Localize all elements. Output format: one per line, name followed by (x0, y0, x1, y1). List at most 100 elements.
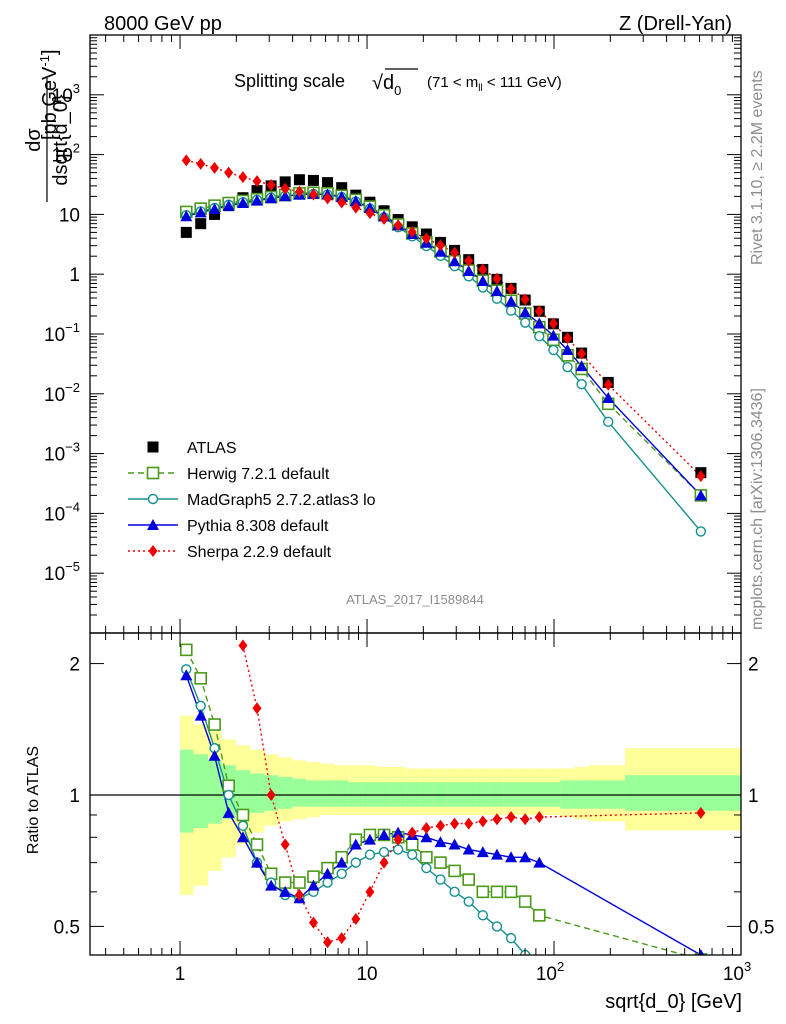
ratio-point-pythia-8-308-default (307, 879, 320, 891)
legend-label-sherpa-2-2-9-default: Sherpa 2.2.9 default (187, 544, 332, 561)
point-pythia-8-308-default (180, 210, 193, 222)
point-sherpa-2-2-9-default (563, 332, 573, 345)
point-madgraph5-2-7-2-atlas3-lo (562, 361, 573, 373)
ratio-point-sherpa-2-2-9-default (464, 817, 474, 830)
ratio-point-pythia-8-308-default (448, 838, 461, 850)
x-tick-label: 1 (175, 964, 186, 985)
point-pythia-8-308-default (434, 245, 447, 257)
stat-uncertainty-bin (207, 760, 222, 824)
stat-uncertainty-bin (250, 773, 265, 813)
x-tick-label: 103 (723, 959, 751, 985)
y-tick-label-main-base: 10 (44, 564, 65, 585)
ratio-y-axis-label: Ratio to ATLAS (25, 746, 42, 854)
point-sherpa-2-2-9-default (365, 207, 375, 220)
title-symbol-sub: 0 (394, 83, 401, 98)
point-pythia-8-308-default (694, 489, 707, 501)
plot-title: Splitting scale (234, 71, 345, 91)
point-pythia-8-308-default (222, 199, 235, 211)
point-atlas (293, 174, 305, 186)
ratio-point-madgraph5-2-7-2-atlas3-lo (463, 896, 474, 907)
y-tick-label-ratio-left: 0.5 (54, 917, 80, 938)
point-pythia-8-308-default (265, 192, 278, 204)
point-sherpa-2-2-9-default (196, 157, 206, 170)
stat-uncertainty-bin (306, 780, 321, 807)
ratio-point-sherpa-2-2-9-default (534, 811, 544, 824)
y-tick-label-main-exponent: −2 (65, 380, 80, 395)
ratio-point-herwig-7-2-1-default (194, 672, 208, 685)
title-symbol: √d0 (372, 72, 401, 98)
y-tick-label-main: 10 (59, 205, 80, 226)
ratio-series-markers (179, 639, 708, 955)
point-madgraph5-2-7-2-atlas3-lo (534, 330, 545, 342)
point-sherpa-2-2-9-default (421, 232, 431, 245)
y-tick-label-main-exponent: −4 (65, 499, 80, 514)
y-tick-label-main-base: 10 (52, 146, 73, 167)
stat-uncertainty-bin (180, 749, 194, 833)
y-tick-label-main-exponent: −1 (65, 320, 80, 335)
ratio-point-pythia-8-308-default (236, 831, 249, 843)
rivet-info: Rivet 3.1.10, ≥ 2.2M events (749, 70, 766, 265)
x-tick-label-base: 1 (175, 964, 186, 985)
point-pythia-8-308-default (251, 194, 264, 206)
ratio-point-pythia-8-308-default (462, 843, 475, 855)
point-pythia-8-308-default (490, 285, 503, 297)
ratio-point-pythia-8-308-default (208, 749, 221, 761)
ratio-point-madgraph5-2-7-2-atlas3-lo (449, 886, 460, 898)
title-text: Splitting scale (234, 71, 345, 91)
x-axis-label: sqrt{d_0} [GeV] (605, 991, 742, 1013)
ratio-point-herwig-7-2-1-default (420, 850, 433, 864)
point-atlas (251, 185, 263, 197)
point-pythia-8-308-default (448, 255, 461, 267)
point-atlas (322, 177, 334, 189)
point-pythia-8-308-default (208, 203, 221, 215)
ratio-point-sherpa-2-2-9-default (478, 815, 488, 828)
ratio-point-madgraph5-2-7-2-atlas3-lo (435, 874, 446, 885)
legend-label-atlas: ATLAS (187, 440, 237, 457)
point-pythia-8-308-default (279, 190, 292, 202)
ratio-point-madgraph5-2-7-2-atlas3-lo (336, 868, 347, 879)
stat-uncertainty-bin (235, 770, 251, 815)
point-atlas (180, 226, 192, 238)
ratio-point-sherpa-2-2-9-default (393, 833, 403, 846)
point-madgraph5-2-7-2-atlas3-lo (695, 526, 707, 537)
ratio-point-sherpa-2-2-9-default (365, 885, 375, 898)
point-sherpa-2-2-9-default (323, 192, 333, 205)
y-tick-label-main: 1 (69, 265, 80, 286)
point-pythia-8-308-default (519, 306, 532, 318)
ratio-point-sherpa-2-2-9-default (492, 813, 502, 826)
ratio-point-pythia-8-308-default (420, 831, 433, 843)
point-pythia-8-308-default (505, 295, 518, 307)
x-tick-label-base: 10 (723, 964, 744, 985)
ratio-uncertainty-bands (180, 715, 741, 896)
legend-label-pythia-8-308-default: Pythia 8.308 default (187, 518, 329, 535)
point-atlas (209, 208, 221, 220)
ratio-point-pythia-8-308-default (321, 867, 334, 879)
ratio-point-madgraph5-2-7-2-atlas3-lo (421, 862, 432, 874)
ratio-point-pythia-8-308-default (363, 833, 376, 845)
ratio-point-pythia-8-308-default (180, 669, 193, 681)
point-sherpa-2-2-9-default (181, 154, 191, 167)
ratio-point-herwig-7-2-1-default (448, 864, 461, 878)
ratio-point-herwig-7-2-1-default (462, 873, 476, 886)
ratio-point-madgraph5-2-7-2-atlas3-lo (322, 877, 333, 888)
y-tick-label-main: 10−3 (44, 440, 80, 466)
y-tick-label-main-exponent: −5 (65, 559, 80, 574)
ratio-point-sherpa-2-2-9-default (308, 916, 318, 929)
ratio-point-madgraph5-2-7-2-atlas3-lo (237, 820, 249, 832)
y-tick-label-main: 10−1 (44, 320, 80, 346)
ratio-point-sherpa-2-2-9-default (379, 856, 389, 869)
ratio-point-pythia-8-308-default (194, 709, 207, 721)
y-tick-label-ratio-right: 1 (748, 786, 759, 807)
point-pythia-8-308-default (575, 360, 588, 372)
y-tick-label-main: 10−2 (44, 380, 80, 406)
ratio-point-sherpa-2-2-9-default (696, 806, 706, 819)
point-sherpa-2-2-9-default (464, 254, 474, 267)
ratio-point-pythia-8-308-default (490, 848, 503, 860)
ratio-point-herwig-7-2-1-default (532, 909, 546, 922)
point-sherpa-2-2-9-default (407, 225, 417, 238)
process-label: Z (Drell-Yan) (619, 13, 732, 35)
point-atlas (307, 174, 319, 186)
x-tick-label-base: 10 (356, 964, 377, 985)
y-tick-label-main-base: 10 (44, 325, 65, 346)
